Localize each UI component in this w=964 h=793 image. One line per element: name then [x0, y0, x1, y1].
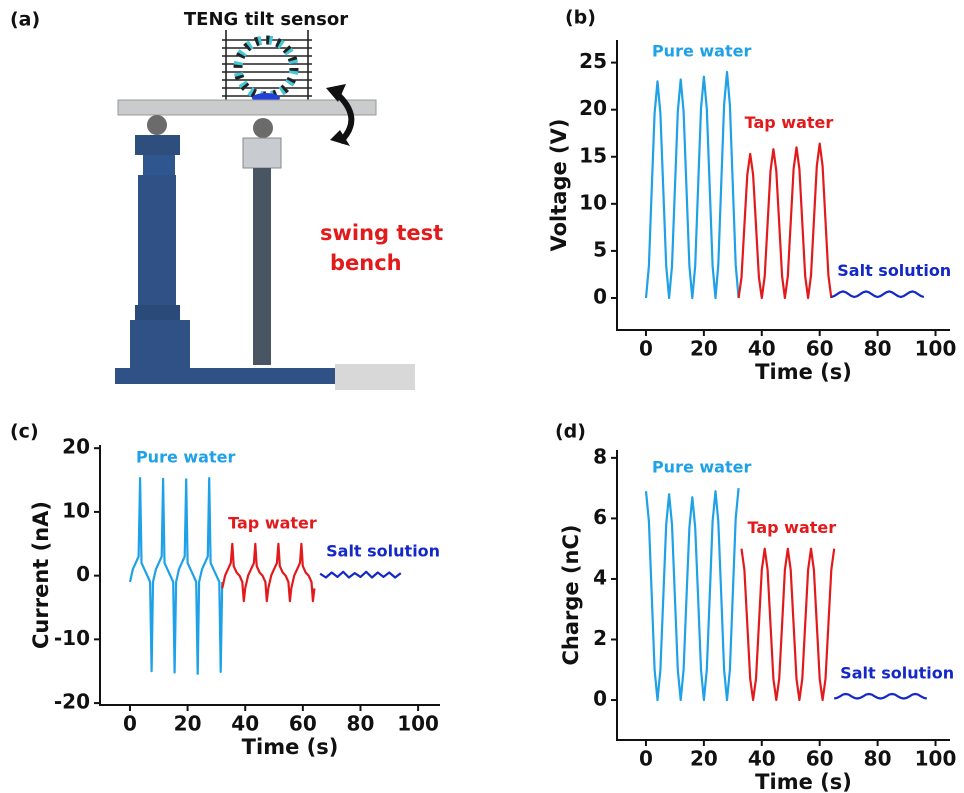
- series-label: Salt solution: [840, 663, 954, 682]
- y-tick-label: 8: [593, 444, 607, 468]
- x-tick-label: 20: [174, 712, 202, 736]
- x-tick-label: 80: [347, 712, 375, 736]
- series-line: [221, 542, 316, 603]
- x-tick-label: 80: [864, 337, 892, 361]
- series-line: [740, 547, 836, 702]
- x-axis-label: Time (s): [755, 770, 852, 793]
- x-tick-label: 80: [864, 747, 892, 771]
- y-axis-label: Voltage (V): [547, 119, 571, 252]
- series-label: Tap water: [745, 113, 834, 132]
- hinge: [147, 115, 167, 135]
- pole-head: [242, 137, 282, 169]
- x-tick-label: 60: [806, 747, 834, 771]
- pole: [253, 168, 271, 365]
- x-tick-label: 20: [690, 337, 718, 361]
- x-tick-label: 60: [806, 337, 834, 361]
- x-tick-label: 0: [639, 747, 653, 771]
- series-label: Salt solution: [837, 261, 951, 280]
- series-label: Tap water: [228, 513, 317, 532]
- y-tick-label: 4: [593, 565, 607, 589]
- column: [135, 305, 180, 320]
- x-axis-label: Time (s): [755, 360, 852, 384]
- sensor-title: TENG tilt sensor: [184, 9, 348, 30]
- x-tick-label: 20: [690, 747, 718, 771]
- series-line: [644, 70, 740, 300]
- series-label: Pure water: [136, 448, 236, 467]
- y-axis-label: Current (nA): [29, 501, 53, 649]
- y-axis-label: Charge (nC): [559, 524, 583, 665]
- y-tick-label: 6: [593, 505, 607, 529]
- x-tick-label: 100: [915, 337, 957, 361]
- panel-label: (a): [10, 9, 40, 31]
- y-tick-label: 20: [579, 96, 607, 120]
- panel-label: (b): [565, 7, 596, 29]
- column: [135, 135, 180, 155]
- y-tick-label: 0: [593, 284, 607, 308]
- y-tick-label: -20: [54, 690, 90, 714]
- x-tick-label: 100: [915, 747, 957, 771]
- y-tick-label: 0: [593, 687, 607, 711]
- panel-label: (d): [555, 421, 586, 443]
- y-tick-label: 2: [593, 626, 607, 650]
- x-tick-label: 100: [397, 712, 439, 736]
- annotation: swing test: [320, 221, 443, 245]
- series-label: Tap water: [748, 518, 837, 537]
- x-axis-label: Time (s): [242, 735, 339, 759]
- x-tick-label: 0: [123, 712, 137, 736]
- y-tick-label: 15: [579, 143, 607, 167]
- y-tick-label: 25: [579, 49, 607, 73]
- x-tick-label: 40: [748, 747, 776, 771]
- axes: [616, 450, 950, 741]
- column: [143, 155, 175, 175]
- series-line: [830, 290, 925, 299]
- column: [130, 320, 190, 368]
- series-label: Salt solution: [326, 541, 440, 560]
- x-tick-label: 60: [289, 712, 317, 736]
- x-tick-label: 40: [231, 712, 259, 736]
- series-line: [128, 477, 224, 675]
- axes: [616, 40, 950, 331]
- column: [138, 175, 176, 305]
- arrow-heads: [326, 84, 350, 146]
- series-label: Pure water: [652, 458, 752, 477]
- y-tick-label: -10: [54, 626, 90, 650]
- hinge: [253, 118, 273, 138]
- beam: [117, 99, 377, 116]
- x-tick-label: 40: [748, 337, 776, 361]
- series-line: [833, 692, 928, 700]
- y-tick-label: 0: [76, 562, 90, 586]
- panel-a: (a) TENG tilt sensor swing test bench: [10, 9, 443, 390]
- x-tick-label: 0: [639, 337, 653, 361]
- series-line: [319, 570, 402, 579]
- axes: [99, 445, 440, 706]
- series-line: [644, 487, 740, 702]
- series-label: Pure water: [652, 42, 752, 61]
- y-tick-label: 20: [62, 435, 90, 459]
- y-tick-label: 5: [593, 237, 607, 261]
- series-line: [737, 142, 833, 300]
- base: [115, 368, 335, 384]
- annotation: bench: [330, 251, 402, 275]
- panel-label: (c): [10, 421, 39, 443]
- sensor-ring-electrodes: [233, 35, 299, 101]
- y-tick-label: 10: [62, 498, 90, 522]
- base-block: [335, 364, 415, 390]
- y-tick-label: 10: [579, 190, 607, 214]
